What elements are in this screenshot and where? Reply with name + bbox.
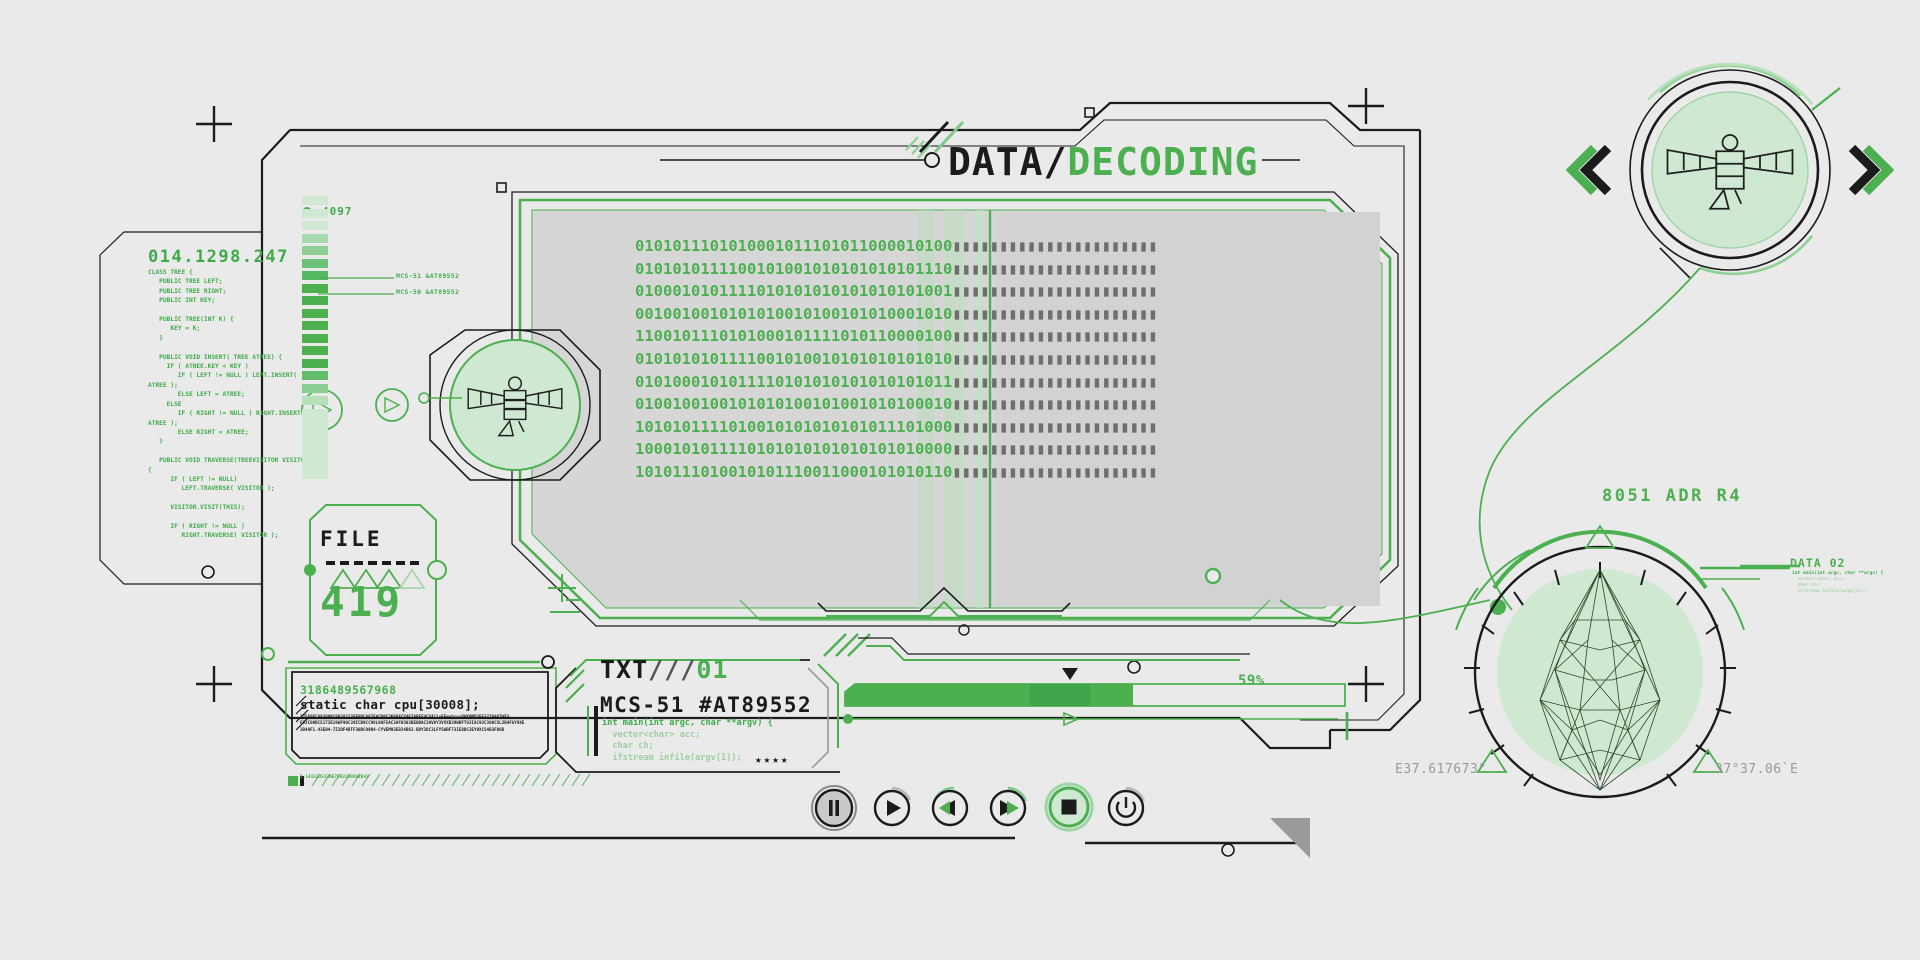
hex-footer: X.141523533BE7503389602B43	[300, 775, 369, 780]
play-button[interactable]	[870, 786, 914, 830]
txt-index: 01	[696, 655, 729, 684]
txt-panel-header: TXT /// 01	[600, 655, 728, 684]
forward-button[interactable]	[986, 786, 1030, 830]
data-02-code-block: int main(int argc, char **argv) { vector…	[1792, 571, 1884, 594]
media-controls[interactable]	[810, 780, 1146, 836]
callout-label-2: MCS-50 &AT89552	[396, 288, 460, 296]
file-panel-label: FILE	[320, 527, 383, 551]
title-primary: DATA/	[948, 140, 1068, 184]
callout-leaders	[318, 277, 394, 295]
binary-data-readout: 0101011101010001011101011000010100▮▮▮▮▮▮…	[635, 237, 1158, 481]
stop-button[interactable]	[1044, 782, 1094, 832]
coordinate-left: E37.617673°	[1395, 762, 1487, 777]
hex-dump: 375F9FCA8309BC9B3A223EF9DCA97FACB9C3K00F…	[300, 714, 525, 732]
hex-identifier: 3186489567968	[300, 683, 397, 697]
file-number: 419	[320, 578, 404, 626]
adr-label: 8051 ADR R4	[1602, 486, 1743, 506]
power-button[interactable]	[1104, 786, 1148, 830]
meter-value: 4097	[322, 205, 353, 218]
rewind-button[interactable]	[928, 786, 972, 830]
hex-declaration: static char cpu[30008];	[300, 697, 480, 712]
rating-stars: ★★★★	[755, 753, 790, 766]
source-code-listing: CLASS TREE { PUBLIC TREE LEFT; PUBLIC TR…	[148, 269, 312, 540]
pause-button[interactable]	[810, 784, 858, 832]
vertical-bar-meter	[302, 196, 328, 482]
txt-slashes: ///	[648, 655, 697, 684]
data-02-label: DATA 02	[1790, 556, 1846, 570]
page-title: DATA/ DECODING	[948, 140, 1258, 184]
txt-code-block: int main(int argc, char **argv) { vector…	[602, 718, 773, 763]
progress-percent-label: 59%	[1238, 673, 1265, 689]
chip-title: MCS-51 #AT89552	[600, 693, 813, 717]
coordinate-right: 37°37.06`E	[1715, 762, 1799, 777]
txt-prefix: TXT	[600, 655, 649, 684]
title-accent: DECODING	[1067, 140, 1259, 184]
callout-label-1: MCS-51 &AT89552	[396, 272, 460, 280]
code-identifier: 014.1298.247	[148, 247, 289, 267]
